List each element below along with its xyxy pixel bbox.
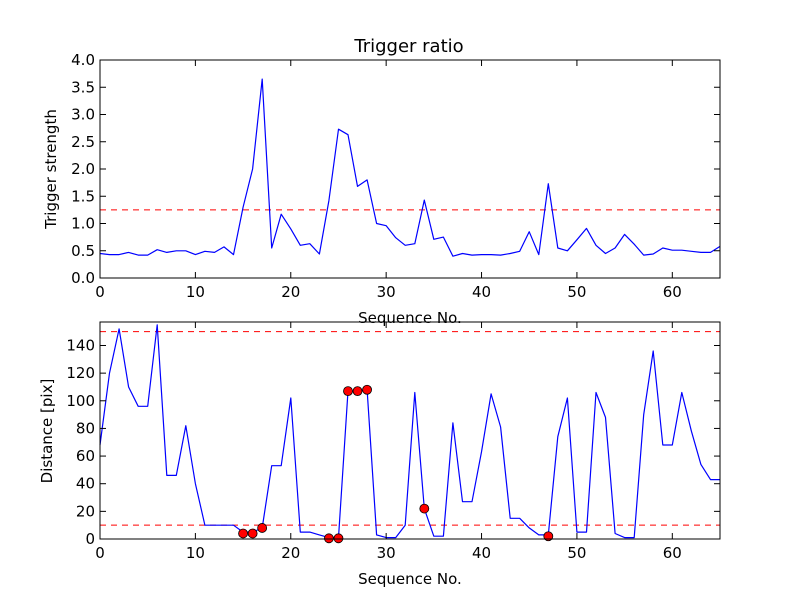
- trigger-ratio-title: Trigger ratio: [353, 36, 463, 57]
- distance-xtick-label: 50: [567, 544, 586, 562]
- trigger-ratio-xtick-label: 30: [377, 283, 396, 301]
- distance-ytick-label: 100: [66, 392, 95, 410]
- trigger-ratio-ytick-label: 2.5: [71, 133, 95, 151]
- trigger-ratio-ytick-label: 0.0: [71, 269, 95, 287]
- trigger-ratio-xtick-label: 50: [567, 283, 586, 301]
- trigger-ratio-ytick-label: 2.0: [71, 160, 95, 178]
- distance-marker-point: [343, 386, 353, 397]
- distance-marker-point: [333, 533, 344, 544]
- trigger-ratio-ylabel: Trigger strength: [42, 109, 60, 230]
- distance-marker-point: [247, 528, 258, 539]
- distance-ticks-group: 0 10 20 30 40 50 60 0 20 40 60 80 100 120 140: [66, 322, 720, 562]
- distance-ytick-label: 80: [76, 419, 95, 437]
- trigger-ratio-series-group: [99, 78, 721, 257]
- distance-ytick-label: 140: [66, 336, 95, 354]
- distance-marker-point: [352, 386, 363, 397]
- distance-series-group: [99, 324, 720, 544]
- distance-xtick-label: 40: [472, 544, 491, 562]
- trigger-ratio-ticks-group: 0 10 20 30 40 50 60 0.0 0.5 1.0 1.5 2.0 2.5 3.0 3.5 4.0: [71, 51, 720, 301]
- trigger-ratio-xtick-label: 20: [281, 283, 300, 301]
- distance-ylabel: Distance [pix]: [38, 379, 56, 484]
- distance-marker-point: [324, 533, 334, 544]
- trigger-ratio-axes-frame: [99, 59, 721, 279]
- trigger-ratio-ytick-label: 3.0: [71, 106, 95, 124]
- distance-ytick-label: 120: [66, 364, 95, 382]
- distance-panel: 0 10 20 30 40 50 60 0 20 40 60 80 100 120 140 Sequence…: [38, 321, 721, 588]
- distance-marker-point: [543, 531, 554, 542]
- distance-axes-frame: [99, 321, 721, 540]
- distance-marker-point: [257, 523, 268, 533]
- distance-xtick-label: 60: [663, 544, 682, 562]
- trigger-ratio-xtick-label: 60: [663, 283, 682, 301]
- trigger-ratio-ytick-label: 3.5: [71, 78, 95, 96]
- trigger-ratio-ytick-label: 1.0: [71, 215, 95, 233]
- distance-marker-point: [362, 384, 372, 395]
- distance-ytick-label: 20: [76, 502, 95, 520]
- trigger-ratio-ytick-label: 0.5: [71, 242, 95, 260]
- distance-xtick-label: 0: [95, 544, 105, 562]
- distance-marker-point: [238, 528, 248, 539]
- distance-xtick-label: 10: [186, 544, 205, 562]
- distance-xtick-label: 20: [281, 544, 300, 562]
- distance-marker-point: [419, 503, 430, 514]
- distance-ytick-label: 0: [85, 530, 95, 548]
- trigger-ratio-xtick-label: 0: [95, 283, 105, 301]
- trigger-ratio-xtick-label: 40: [472, 283, 491, 301]
- trigger-ratio-ytick-label: 4.0: [71, 51, 95, 69]
- distance-xtick-label: 30: [377, 544, 396, 562]
- trigger-ratio-xtick-label: 10: [186, 283, 205, 301]
- trigger-ratio-series-line-0: [99, 78, 721, 257]
- distance-series-line-0: [99, 324, 720, 539]
- distance-ytick-label: 40: [76, 475, 95, 493]
- distance-ytick-label: 60: [76, 447, 95, 465]
- trigger-ratio-ytick-label: 1.5: [71, 187, 95, 205]
- trigger-ratio-panel: Trigger ratio 0 10 20 30 40 50 60 0.0 0.5 1.0 1.5 2…: [42, 36, 721, 327]
- trigger-ratio-xlabel: Sequence No.: [358, 309, 462, 327]
- distance-xlabel: Sequence No.: [358, 570, 462, 588]
